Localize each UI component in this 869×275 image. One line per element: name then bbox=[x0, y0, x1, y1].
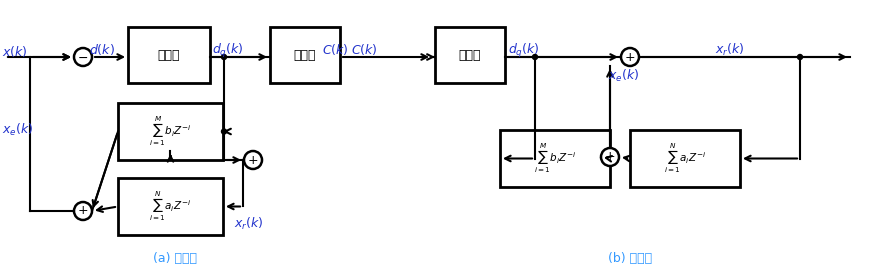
Text: 量化器: 量化器 bbox=[157, 48, 180, 62]
Text: $\sum_{i=1}^{N}a_iZ^{-i}$: $\sum_{i=1}^{N}a_iZ^{-i}$ bbox=[149, 190, 191, 223]
Text: $+$: $+$ bbox=[247, 153, 258, 166]
Text: $+$: $+$ bbox=[624, 51, 635, 64]
Text: $x_e(k)$: $x_e(k)$ bbox=[607, 68, 639, 84]
Text: (a) 编码器: (a) 编码器 bbox=[153, 252, 196, 265]
Text: $d(k)$: $d(k)$ bbox=[89, 42, 115, 57]
Text: $C(k)$: $C(k)$ bbox=[322, 42, 348, 57]
Text: $x_e(k)$: $x_e(k)$ bbox=[2, 122, 33, 138]
Text: 解码器: 解码器 bbox=[458, 48, 481, 62]
Circle shape bbox=[222, 54, 226, 59]
Text: $\sum_{i=1}^{M}b_iZ^{-i}$: $\sum_{i=1}^{M}b_iZ^{-i}$ bbox=[534, 142, 575, 175]
Circle shape bbox=[797, 54, 801, 59]
Bar bbox=[118, 103, 222, 160]
Text: $\sum_{i=1}^{M}b_iZ^{-i}$: $\sum_{i=1}^{M}b_iZ^{-i}$ bbox=[149, 115, 191, 148]
Bar bbox=[500, 130, 609, 187]
Text: $+$: $+$ bbox=[604, 150, 615, 164]
Circle shape bbox=[222, 129, 226, 134]
Bar bbox=[128, 27, 209, 83]
Text: 编码器: 编码器 bbox=[294, 48, 316, 62]
Text: $C(k)$: $C(k)$ bbox=[350, 42, 377, 57]
Bar bbox=[269, 27, 340, 83]
Text: $x_r(k)$: $x_r(k)$ bbox=[234, 216, 263, 232]
Text: $\sum_{i=1}^{N}a_iZ^{-i}$: $\sum_{i=1}^{N}a_iZ^{-i}$ bbox=[663, 142, 706, 175]
Bar bbox=[629, 130, 740, 187]
Circle shape bbox=[74, 48, 92, 66]
Text: $x(k)$: $x(k)$ bbox=[2, 44, 28, 59]
Text: $-$: $-$ bbox=[77, 51, 89, 64]
Text: $d_q(k)$: $d_q(k)$ bbox=[212, 42, 243, 60]
Circle shape bbox=[600, 148, 618, 166]
Circle shape bbox=[532, 54, 537, 59]
Bar bbox=[118, 178, 222, 235]
Circle shape bbox=[620, 48, 638, 66]
Bar bbox=[434, 27, 504, 83]
Text: $x_r(k)$: $x_r(k)$ bbox=[714, 42, 744, 58]
Circle shape bbox=[243, 151, 262, 169]
Text: $+$: $+$ bbox=[77, 205, 89, 218]
Text: $d_q(k)$: $d_q(k)$ bbox=[507, 42, 539, 60]
Text: (b) 译码器: (b) 译码器 bbox=[607, 252, 651, 265]
Circle shape bbox=[74, 202, 92, 220]
